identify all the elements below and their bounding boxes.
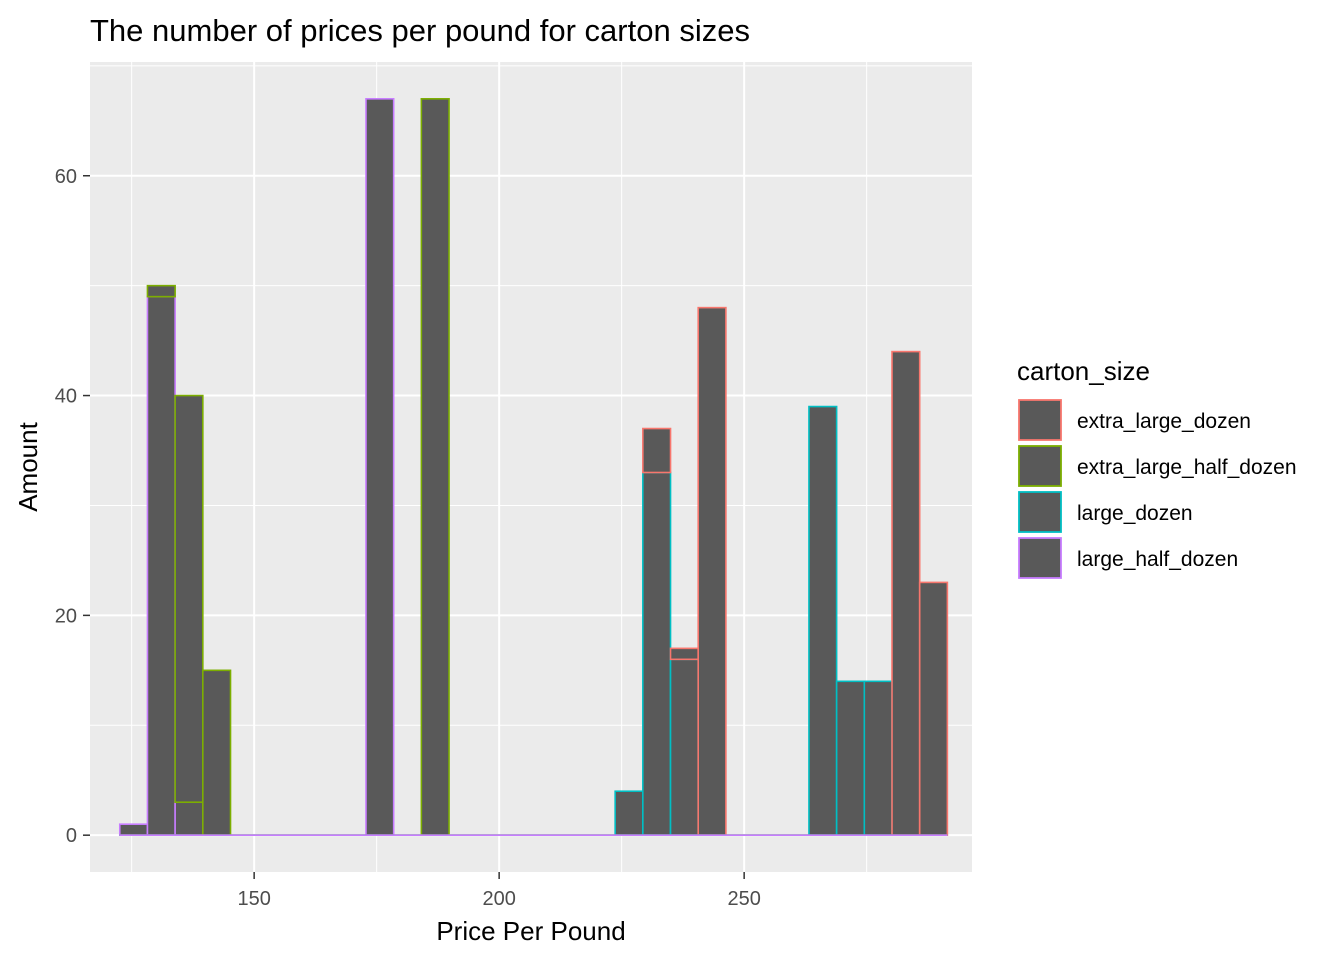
chart-title: The number of prices per pound for carto… xyxy=(90,13,750,48)
legend-title: carton_size xyxy=(1017,356,1150,386)
bar-9-extra_large_dozen xyxy=(697,306,727,836)
y-axis: 0 20 40 60 xyxy=(55,166,90,847)
legend-key-large_dozen xyxy=(1018,491,1062,533)
bar-8-large_dozen xyxy=(669,658,700,836)
legend-label-large_half_dozen: large_half_dozen xyxy=(1077,548,1238,571)
y-axis-title: Amount xyxy=(13,421,43,511)
legend-key-large_half_dozen xyxy=(1018,537,1062,579)
bar-4-large_half_dozen xyxy=(365,98,395,836)
histogram-bars xyxy=(118,98,949,836)
y-tick-label: 20 xyxy=(55,605,77,627)
bar-0-large_half_dozen xyxy=(118,823,149,836)
y-tick-label: 40 xyxy=(55,386,77,408)
bar-14-extra_large_dozen xyxy=(918,581,949,836)
bar-1-large_half_dozen xyxy=(146,295,176,836)
bar-2-large_half_dozen xyxy=(174,801,204,836)
y-tick-label: 60 xyxy=(55,166,77,188)
x-tick-label: 200 xyxy=(482,888,515,910)
bar-8-extra_large_dozen xyxy=(669,647,700,661)
x-axis-title: Price Per Pound xyxy=(436,916,625,946)
bar-12-large_dozen xyxy=(863,680,893,836)
bar-2-extra_large_half_dozen xyxy=(174,394,204,804)
legend-label-large_dozen: large_dozen xyxy=(1077,502,1193,525)
bar-5-extra_large_half_dozen xyxy=(420,98,450,836)
bar-11-large_dozen xyxy=(835,680,866,836)
bar-6-large_dozen xyxy=(614,790,644,836)
bar-1-extra_large_half_dozen xyxy=(146,284,176,298)
legend-key-extra_large_dozen xyxy=(1018,399,1062,441)
bar-7-large_dozen xyxy=(642,471,672,836)
legend-label-extra_large_half_dozen: extra_large_half_dozen xyxy=(1077,456,1297,479)
bar-7-extra_large_dozen xyxy=(642,427,672,474)
bar-10-large_dozen xyxy=(808,405,838,836)
bar-13-extra_large_dozen xyxy=(891,350,921,836)
x-axis: 150 200 250 xyxy=(237,872,761,910)
y-tick-label: 0 xyxy=(66,825,77,847)
x-tick-label: 250 xyxy=(727,888,760,910)
legend: carton_size extra_large_dozen extra_large… xyxy=(1017,356,1297,579)
legend-label-extra_large_dozen: extra_large_dozen xyxy=(1077,410,1251,433)
x-tick-label: 150 xyxy=(237,888,270,910)
legend-key-extra_large_half_dozen xyxy=(1018,445,1062,487)
bar-3-extra_large_half_dozen xyxy=(202,669,232,836)
